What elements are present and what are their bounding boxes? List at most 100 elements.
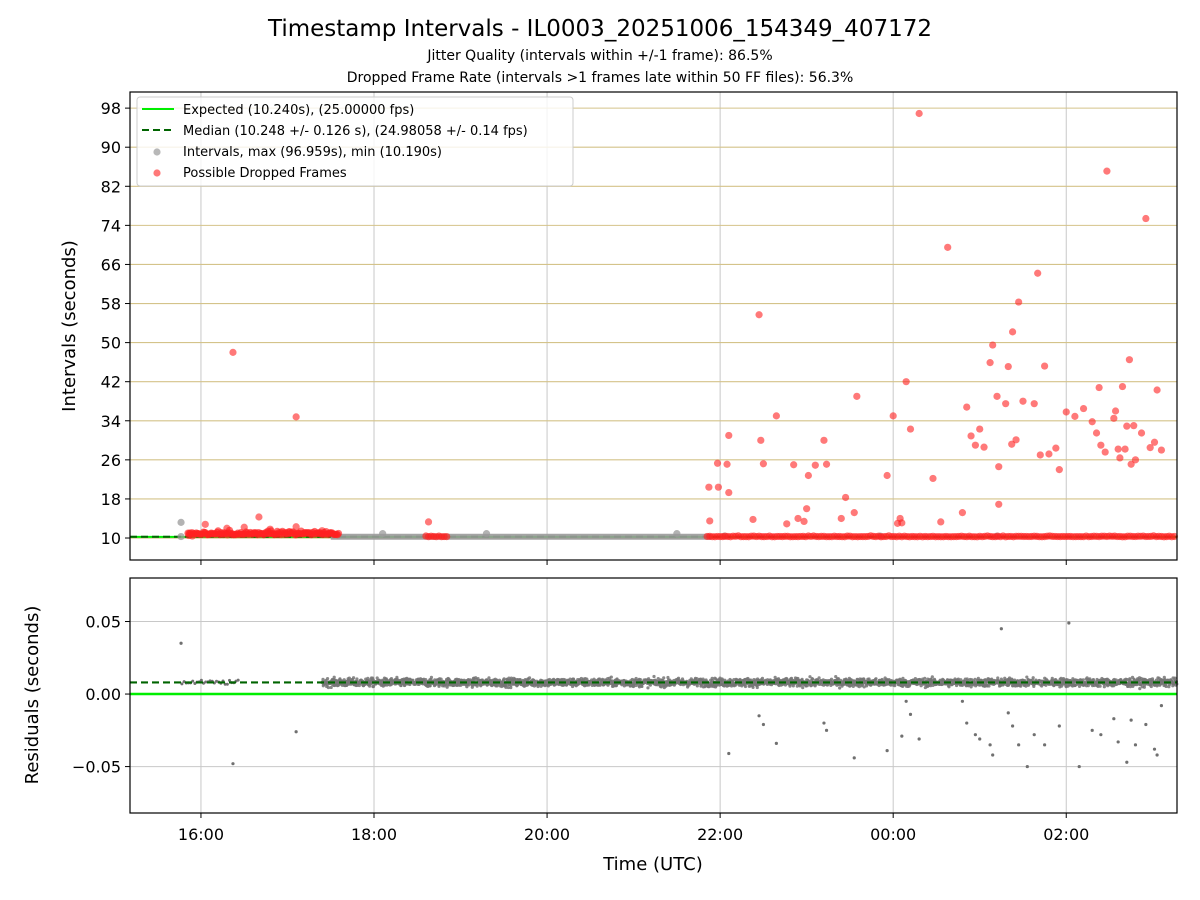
dropped-frame-point bbox=[820, 436, 828, 444]
residual-point bbox=[734, 683, 738, 687]
residual-point bbox=[228, 678, 232, 682]
residual-point bbox=[648, 683, 652, 687]
residual-point bbox=[325, 677, 330, 681]
residual-outlier-point bbox=[1057, 724, 1061, 728]
residual-point bbox=[180, 682, 184, 686]
residual-outlier-point bbox=[852, 756, 856, 760]
residual-point bbox=[1102, 685, 1106, 689]
dropped-frame-point bbox=[188, 532, 196, 540]
residual-point bbox=[969, 685, 973, 689]
residual-point bbox=[640, 684, 644, 689]
legend-intervals-swatch bbox=[153, 148, 161, 156]
dropped-frame-point bbox=[995, 463, 1003, 471]
residual-outlier-point bbox=[1043, 743, 1047, 747]
dropped-frame-point bbox=[772, 412, 780, 420]
dropped-frame-point bbox=[837, 514, 845, 523]
residual-point bbox=[1149, 684, 1153, 689]
dropped-frame-point bbox=[1125, 356, 1134, 364]
dropped-frame-point bbox=[1130, 422, 1138, 430]
residual-point bbox=[666, 675, 670, 680]
residual-point bbox=[609, 675, 613, 679]
residual-outlier-point bbox=[757, 714, 761, 718]
dropped-frame-point bbox=[822, 460, 831, 468]
x-tick-label: 00:00 bbox=[870, 825, 916, 844]
residual-point bbox=[429, 675, 434, 679]
residual-point bbox=[592, 677, 596, 681]
intervals-axes-frame bbox=[129, 91, 1178, 561]
dropped-frame-point bbox=[705, 483, 713, 491]
residual-point bbox=[502, 677, 506, 681]
residual-outlier-point bbox=[1152, 747, 1157, 751]
residual-point bbox=[656, 676, 660, 681]
residual-outlier-point bbox=[179, 641, 183, 645]
residual-point bbox=[1173, 676, 1177, 680]
dropped-frame-point bbox=[229, 348, 237, 356]
dropped-frame-point bbox=[292, 413, 300, 421]
residual-outlier-point bbox=[1090, 728, 1094, 732]
residual-outlier-point bbox=[1129, 718, 1133, 722]
dropped-frame-point bbox=[883, 471, 891, 480]
residual-point bbox=[428, 684, 432, 688]
residual-outlier-point bbox=[1010, 724, 1015, 728]
residual-point bbox=[504, 685, 508, 689]
residual-point bbox=[1138, 687, 1142, 691]
residual-point bbox=[1098, 684, 1102, 688]
dropped-frame-point bbox=[1110, 414, 1118, 422]
residuals-y-axis-label: Residuals (seconds) bbox=[22, 606, 43, 785]
dropped-frame-point bbox=[850, 509, 858, 517]
residual-outlier-point bbox=[988, 743, 992, 747]
residual-point bbox=[326, 685, 331, 690]
dropped-frame-point bbox=[906, 425, 915, 433]
legend-dropped-swatch bbox=[153, 169, 161, 177]
residual-point bbox=[874, 677, 878, 681]
dropped-frame-point bbox=[223, 524, 231, 532]
residual-outlier-point bbox=[1125, 760, 1129, 764]
dropped-frame-point bbox=[1015, 298, 1023, 306]
legend-expected-label: Expected (10.240s), (25.00000 fps) bbox=[183, 103, 414, 118]
residual-outlier-point bbox=[960, 699, 965, 703]
dropped-frame-point bbox=[889, 412, 897, 420]
residual-point bbox=[1142, 685, 1146, 689]
dropped-frame-point bbox=[1012, 436, 1020, 444]
residual-outlier-point bbox=[978, 737, 982, 741]
residual-point bbox=[236, 678, 240, 682]
residual-point bbox=[1086, 683, 1090, 688]
residual-outlier-point bbox=[904, 699, 908, 703]
dropped-frame-point bbox=[1004, 362, 1012, 371]
residual-outlier-point bbox=[885, 749, 889, 753]
dropped-frame-point bbox=[993, 392, 1001, 400]
chart-subtitle-dropped: Dropped Frame Rate (intervals >1 frames … bbox=[347, 70, 854, 86]
interval-point bbox=[177, 518, 185, 526]
dropped-frame-point bbox=[995, 500, 1003, 508]
residual-point bbox=[659, 685, 663, 689]
dropped-frame-point bbox=[759, 460, 767, 468]
residual-point bbox=[676, 676, 681, 680]
residual-point bbox=[760, 676, 765, 680]
dropped-frame-point bbox=[1041, 362, 1049, 370]
residual-point bbox=[332, 675, 336, 679]
dropped-frame-point bbox=[783, 520, 791, 528]
dropped-frame-point bbox=[804, 471, 812, 480]
interval-point bbox=[379, 530, 387, 538]
residual-outlier-point bbox=[1025, 764, 1029, 769]
interval-point bbox=[177, 532, 185, 541]
residual-point bbox=[204, 680, 208, 684]
residual-point bbox=[959, 678, 963, 682]
residual-point bbox=[1025, 675, 1029, 679]
residual-point bbox=[923, 676, 927, 680]
residual-point bbox=[476, 676, 480, 681]
residual-point bbox=[366, 676, 370, 681]
legend: Expected (10.240s), (25.00000 fps) Media… bbox=[136, 96, 574, 187]
dropped-frame-point bbox=[1118, 382, 1127, 391]
intervals-y-axis-label: Intervals (seconds) bbox=[59, 240, 80, 412]
dropped-frame-point bbox=[1170, 532, 1179, 541]
residual-point bbox=[893, 684, 897, 688]
dropped-frame-point bbox=[1095, 383, 1103, 392]
residual-point bbox=[646, 686, 650, 690]
residual-outlier-point bbox=[917, 737, 921, 741]
bottom-y-tick-label: −0.05 bbox=[72, 758, 121, 777]
residual-point bbox=[720, 678, 725, 682]
dropped-frame-point bbox=[803, 505, 811, 513]
top-y-tick-label: 74 bbox=[101, 216, 121, 235]
residual-point bbox=[371, 684, 376, 689]
